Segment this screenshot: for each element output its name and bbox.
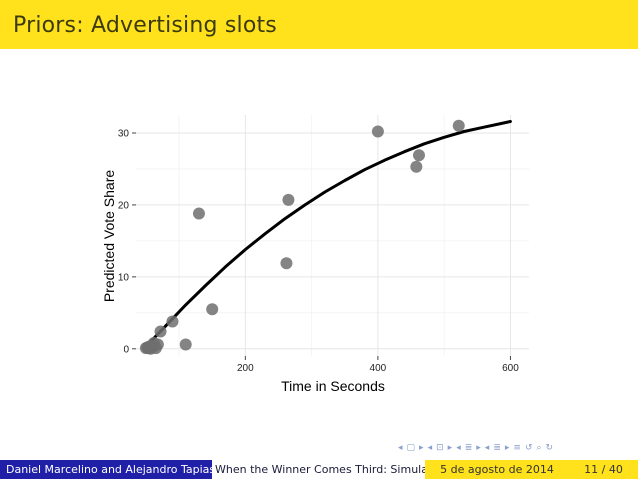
data-point (154, 325, 167, 338)
data-point (206, 303, 219, 316)
y-tick-label: 10 (118, 272, 130, 283)
data-point (371, 125, 384, 138)
doc-prev-icon[interactable]: ◂ (484, 443, 490, 453)
x-tick-label: 600 (502, 363, 519, 374)
frame-prev-icon[interactable]: ◂ (398, 443, 403, 453)
x-tick-label: 200 (237, 363, 254, 374)
doc-next-icon[interactable]: ▸ (504, 443, 510, 453)
data-point (179, 338, 192, 351)
y-axis-title: Predicted Vote Share (101, 170, 117, 303)
data-point (410, 160, 423, 173)
fit-curve-layer (144, 120, 512, 349)
data-point (412, 149, 425, 162)
footer-page-number: 11 / 40 (569, 460, 638, 479)
data-point (192, 207, 205, 220)
section-next-icon[interactable]: ▸ (476, 443, 481, 453)
search-icon[interactable]: ⌕ (536, 443, 542, 453)
subsection-prev-icon[interactable]: ◂ (427, 443, 433, 453)
data-point (151, 338, 164, 351)
fit-curve (144, 120, 512, 349)
grid-lines (136, 115, 529, 356)
data-point (282, 193, 295, 206)
beamer-navigation: ◂ ▢ ▸ ◂ ⊡ ▸ ◂ ≣ ▸ ◂ ≣ ▸ ≡ ↺ ⌕ ↻ (398, 441, 634, 455)
footer-short-title: When the Winner Comes Third: Simula (212, 460, 425, 479)
subsection-box-icon[interactable]: ⊡ (436, 443, 444, 453)
section-box-icon[interactable]: ≣ (464, 443, 473, 453)
redo-icon[interactable]: ↻ (545, 443, 554, 453)
y-tick-label: 20 (118, 200, 130, 211)
axis-ticks: 0 10 20 30 200 400 600 (118, 128, 519, 374)
section-prev-icon[interactable]: ◂ (456, 443, 461, 453)
x-tick-label: 400 (370, 363, 387, 374)
doc-box-icon[interactable]: ≣ (493, 443, 501, 453)
align-icon[interactable]: ≡ (513, 443, 521, 453)
data-point (452, 119, 465, 132)
x-axis-title: Time in Seconds (281, 378, 385, 394)
footer-date: 5 de agosto de 2014 (425, 460, 569, 479)
plot-panel (136, 115, 529, 356)
slide-title: Priors: Advertising slots (13, 13, 277, 38)
y-tick-label: 30 (118, 128, 130, 139)
data-point (280, 257, 293, 270)
frame-next-icon[interactable]: ▸ (419, 443, 424, 453)
title-bar: Priors: Advertising slots (0, 0, 638, 49)
subsection-next-icon[interactable]: ▸ (447, 443, 453, 453)
undo-icon[interactable]: ↺ (524, 443, 533, 453)
data-points (139, 119, 465, 355)
footer-authors: Daniel Marcelino and Alejandro Tapias (0, 460, 212, 479)
data-point (166, 315, 179, 328)
footer-bar: Daniel Marcelino and Alejandro Tapias Wh… (0, 460, 638, 479)
y-tick-label: 0 (123, 344, 129, 355)
frame-box-icon[interactable]: ▢ (406, 443, 416, 453)
